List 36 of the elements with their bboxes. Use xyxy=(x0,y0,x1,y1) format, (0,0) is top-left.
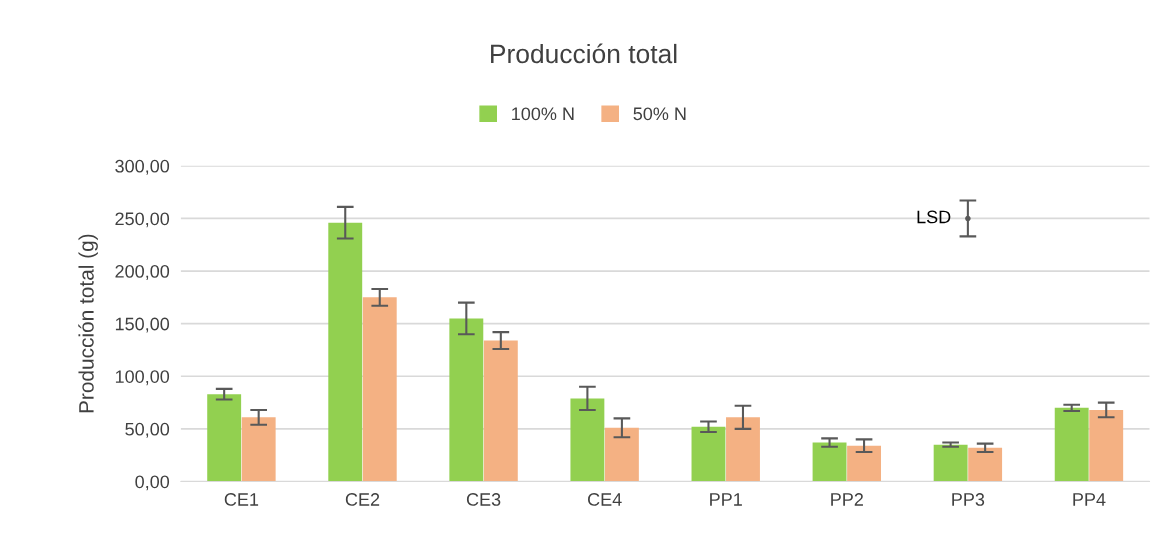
x-tick-label: PP1 xyxy=(710,493,742,506)
x-tick-label: CE2 xyxy=(345,493,380,506)
x-tick-label: CE3 xyxy=(466,493,501,506)
y-tick-label: 250,00 xyxy=(115,212,170,228)
x-tick-label: CE4 xyxy=(588,493,622,506)
y-tick-label: 100,00 xyxy=(115,370,170,386)
bar xyxy=(691,426,726,482)
annotation: LSD xyxy=(917,210,951,224)
bar xyxy=(362,297,397,482)
bar xyxy=(570,398,605,482)
y-tick-label: 0,00 xyxy=(135,475,170,491)
legend-label: 100% N xyxy=(512,107,574,121)
bar xyxy=(933,444,968,482)
bar xyxy=(847,445,882,482)
legend-label: 50% N xyxy=(633,107,686,121)
bar xyxy=(726,417,760,482)
bar xyxy=(1089,409,1124,482)
bar xyxy=(241,417,276,482)
bar xyxy=(449,318,484,482)
bar xyxy=(328,222,363,482)
x-tick-label: PP2 xyxy=(831,493,863,506)
y-tick-label: 300,00 xyxy=(115,159,170,175)
y-axis-title: Producción total (g) xyxy=(78,234,98,413)
x-tick-label: CE1 xyxy=(224,493,259,506)
y-tick-label: 200,00 xyxy=(115,265,170,280)
bar xyxy=(483,340,518,482)
bar xyxy=(207,394,242,482)
y-tick-label: 50,00 xyxy=(125,422,170,438)
chart-title: Producción total xyxy=(491,43,677,64)
bar xyxy=(604,427,639,482)
bar xyxy=(968,447,1003,482)
bar xyxy=(1054,407,1089,482)
y-tick-label: 150,00 xyxy=(115,317,170,333)
x-tick-label: PP4 xyxy=(1073,493,1106,506)
bar xyxy=(812,442,847,482)
x-tick-label: PP3 xyxy=(952,493,985,506)
